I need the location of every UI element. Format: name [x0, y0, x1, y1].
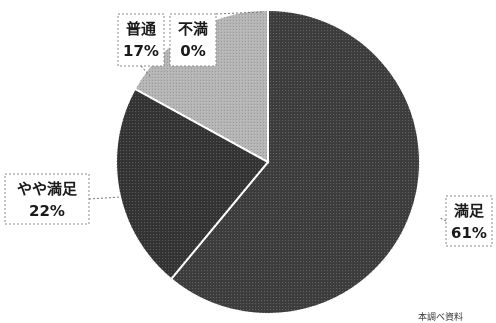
data-label-percent: 61% [451, 224, 487, 242]
data-label-box [445, 195, 493, 247]
leader-line [88, 196, 121, 200]
data-label-category: やや満足 [17, 180, 78, 198]
data-label-percent: 17% [123, 42, 159, 60]
data-labels: 満足 61% やや満足 22% 普通 17% 不満 0% [4, 13, 493, 247]
footer-text: 本調べ資料 [418, 311, 463, 323]
data-label-category: 満足 [454, 202, 485, 220]
data-label-category: 不満 [178, 20, 208, 38]
pie-slices [115, 8, 421, 315]
data-label-box [4, 173, 90, 225]
pie-slice-texture [116, 88, 268, 280]
pie-slice-texture [134, 10, 268, 162]
leader-line [439, 217, 447, 222]
data-label-category: 普通 [126, 20, 156, 38]
data-label-percent: 0% [180, 42, 205, 60]
data-label-box [169, 13, 217, 67]
leader-lines [88, 11, 447, 222]
data-label-box [117, 13, 165, 67]
data-label-percent: 22% [29, 202, 65, 220]
pie-slice-texture [171, 10, 420, 314]
